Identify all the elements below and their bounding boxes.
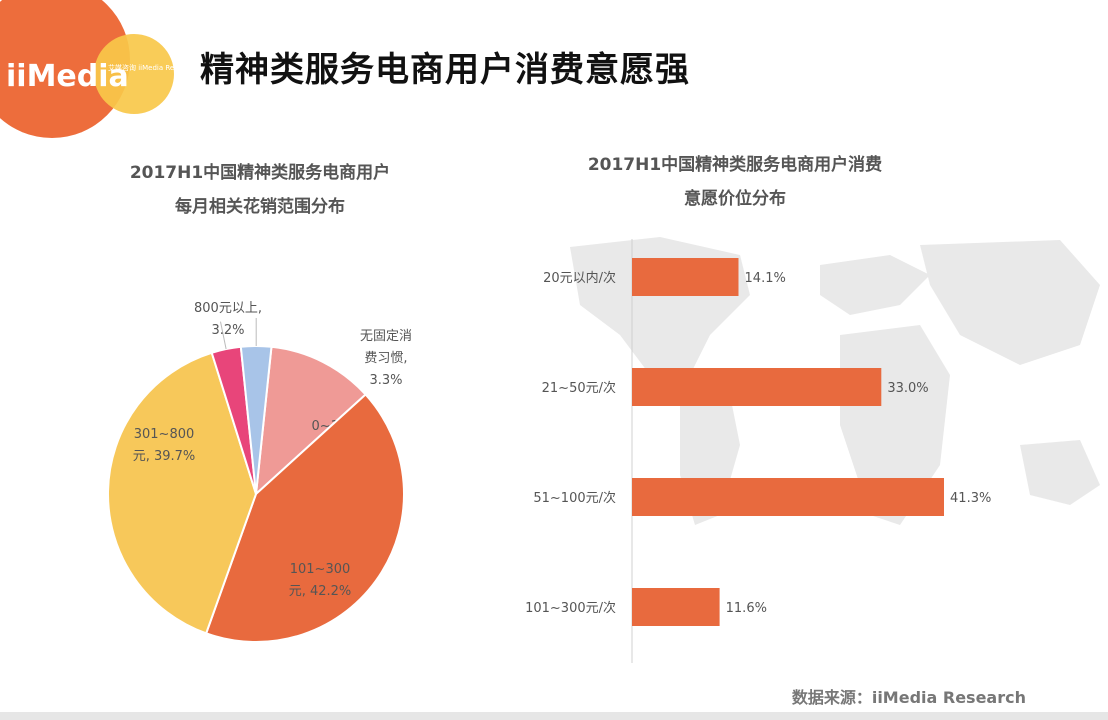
pie-chart-title-line-1: 2017H1中国精神类服务电商用户 [129,163,391,183]
bar-category-label: 51~100元/次 [533,490,616,506]
pie-slice-label-line: 3.2% [211,323,244,338]
pie-slice-label-line: 301~800 [134,427,195,442]
bar [632,368,882,406]
bar-chart-title-line-2: 意愿价位分布 [684,189,786,209]
pie-slice-label-line: 元, 42.2% [289,584,352,599]
pie-slice [254,345,367,497]
page-title: 精神类服务电商用户消费意愿强 [200,50,690,90]
bar-chart-title: 2017H1中国精神类服务电商用户消费 意愿价位分布 [520,148,950,216]
pie-slice-label-line: 元, 39.7% [133,449,196,464]
bar-category-label: 101~300元/次 [525,600,616,616]
pie-slice-label-line: 无固定消 [360,329,412,344]
bar-category-label: 21~50元/次 [542,380,616,396]
logo-text: iiMedia [6,59,129,94]
pie-slice [239,345,273,495]
pie-slice-label-line: 800元以上, [194,301,262,316]
bar-chart: 20元以内/次 14.1% 21~50元/次 33.0% 51~100元/次 41.3% 1… [525,237,1100,663]
logo-circle-primary [0,0,130,138]
logo-circle-secondary [94,34,174,114]
bar [632,258,739,296]
bar-value-label: 14.1% [745,271,786,286]
pie-chart-title: 2017H1中国精神类服务电商用户 每月相关花销范围分布 [60,156,460,224]
bar-value-label: 33.0% [887,381,928,396]
pie-slice-label: 101~300 元, 42.2% [289,562,352,599]
pie-chart: 0~100元,11.6%101~300元, 42.2%301~800元, 39.… [107,301,412,644]
bottom-band [0,712,1108,720]
logo: iiMedia 艾媒咨询 iiMedia Research [0,0,200,140]
bar-value-label: 41.3% [950,491,991,506]
bar-chart-title-line-1: 2017H1中国精神类服务电商用户消费 [587,155,883,175]
pie-slice [204,393,405,644]
pie-slice [107,351,258,635]
bar [632,588,720,626]
pie-slice-label: 800元以上, 3.2% [194,301,262,338]
pie-chart-title-line-2: 每月相关花销范围分布 [175,197,345,217]
pie-slice-label: 无固定消费习惯, 3.3% [360,329,412,388]
pie-slice-label: 301~800 元, 39.7% [133,427,196,464]
pie-slice-label-line: 101~300 [290,562,351,577]
bar [632,478,944,516]
bar-value-label: 11.6% [726,601,767,616]
pie-leader-line [220,321,227,350]
pie-slice-label-line: 3.3% [369,373,402,388]
pie-slice-label-line: 费习惯, [364,350,407,366]
bar-category-label: 20元以内/次 [543,270,616,286]
logo-sub-text: 艾媒咨询 iiMedia Research [108,63,197,72]
data-source: 数据来源：iiMedia Research [791,688,1026,707]
